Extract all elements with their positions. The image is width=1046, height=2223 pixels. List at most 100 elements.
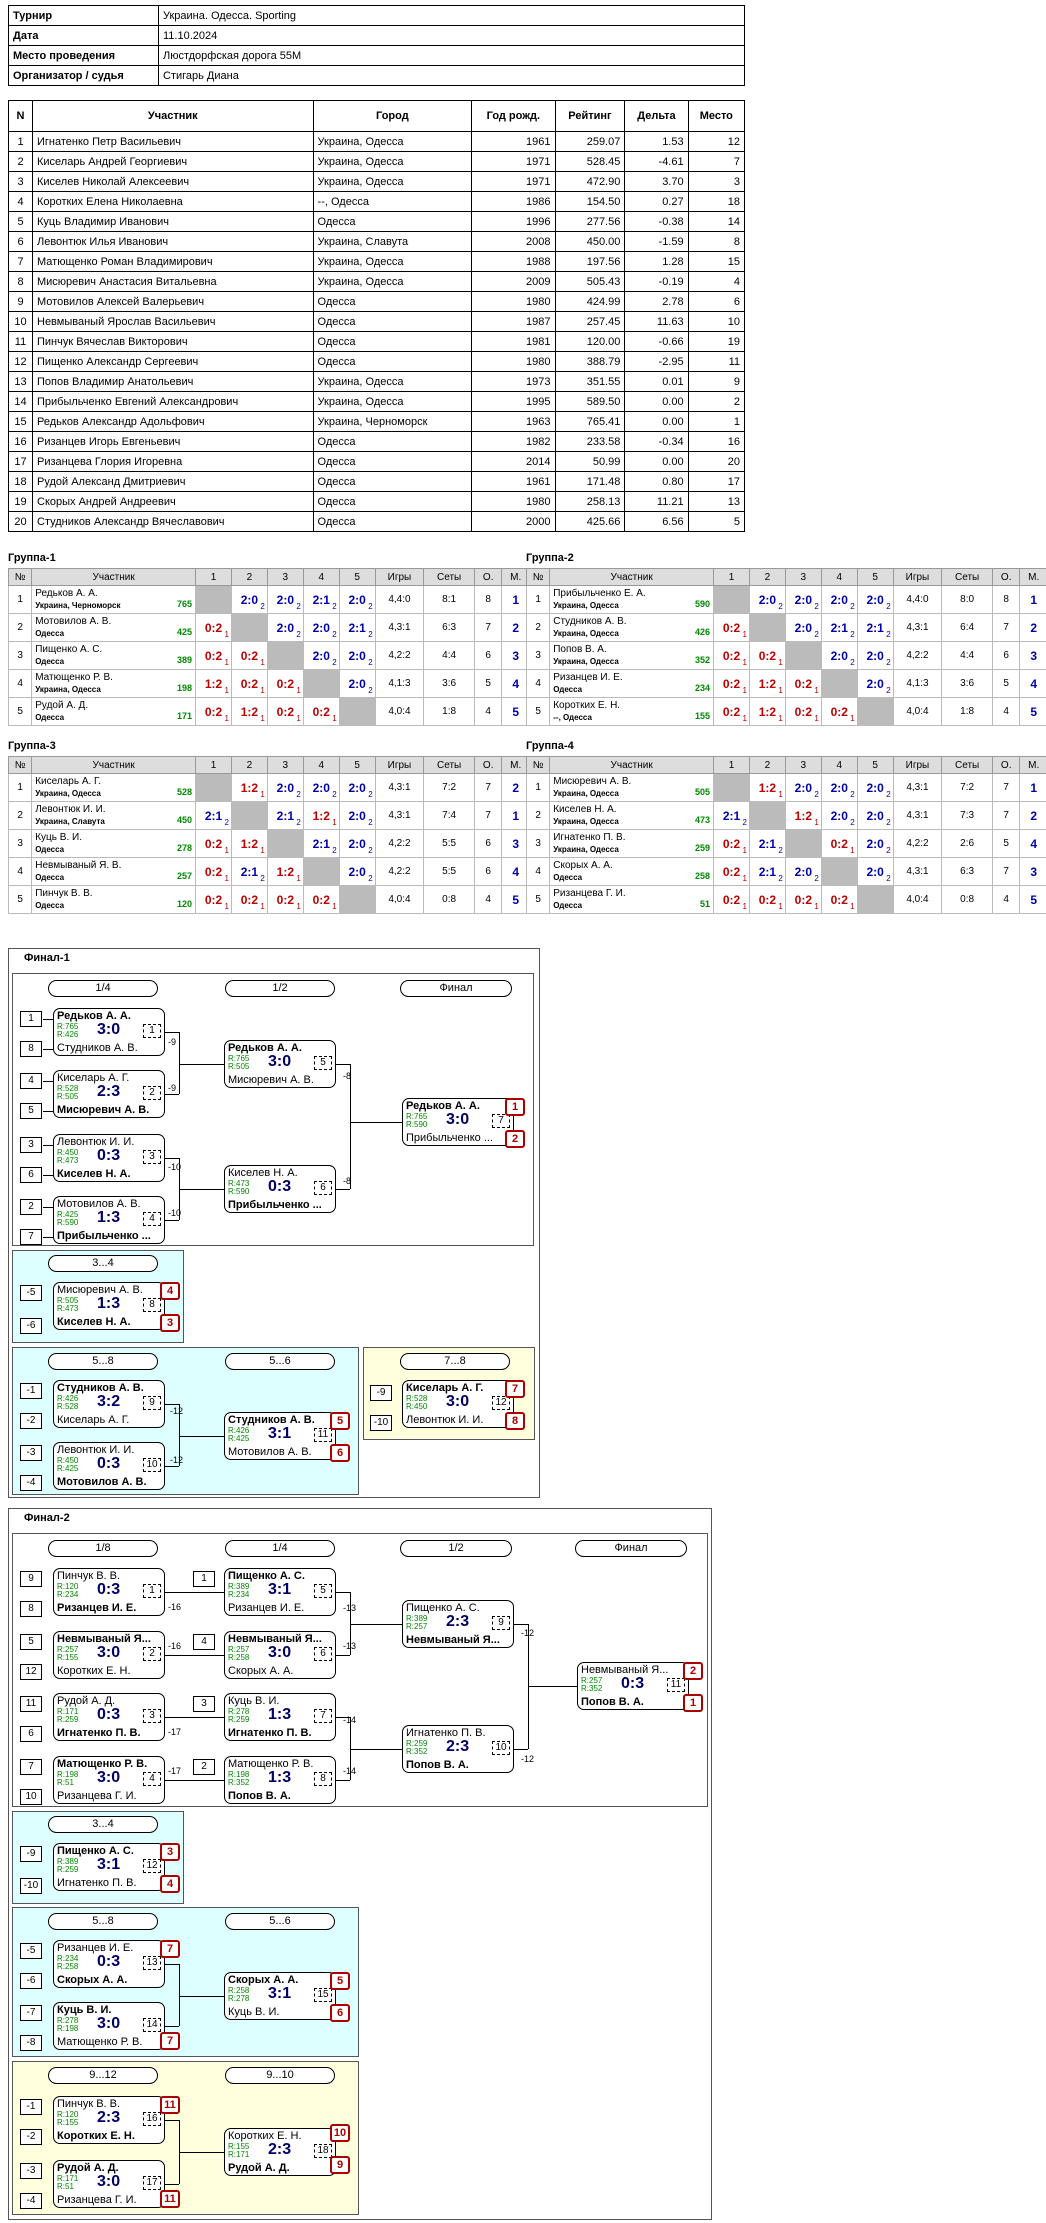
match-number: 7 — [492, 1114, 510, 1128]
player-name: Ризанцев И. Е. — [553, 671, 623, 683]
result-score: 1:2 — [240, 836, 259, 851]
seed-box: 3 — [193, 1696, 215, 1712]
seed-box: 9 — [20, 1571, 42, 1587]
match-player2: Ризанцева Г. И. — [57, 2194, 137, 2206]
group-row-num: 4 — [7, 857, 33, 886]
result-cell: 0:2 1 — [820, 829, 858, 858]
participant-cell: Украина, Одесса — [312, 131, 473, 152]
bracket-line — [336, 1064, 350, 1065]
group-col-header: О. — [473, 568, 503, 586]
group-col-header: Участник — [549, 568, 715, 586]
place-box: 5 — [330, 1972, 350, 1990]
player-rating: 155 — [695, 710, 711, 721]
result-points: 1 — [224, 874, 229, 883]
result-points: 2 — [886, 818, 891, 827]
result-cell: 0:2 1 — [230, 641, 268, 670]
participant-cell: 2008 — [471, 231, 556, 252]
group-points: 7 — [473, 801, 503, 830]
match-rating1: R:198 — [228, 1770, 250, 1779]
match-box: Скорых А. А. R:258 R:278 3:1 15 Куць В. И. — [224, 1972, 336, 2020]
match-player2: Студников А. В. — [57, 1042, 138, 1054]
group-row-num: 2 — [525, 801, 551, 830]
place-box: 4 — [160, 1875, 180, 1893]
result-points: 2 — [332, 658, 337, 667]
group-row-num: 2 — [7, 801, 33, 830]
participant-cell: 472.90 — [554, 171, 626, 192]
place-box: 6 — [330, 1444, 350, 1462]
result-points: 1 — [742, 630, 747, 639]
stage-header: 7...8 — [400, 1353, 510, 1370]
table-row: 6 Левонтюк Илья Иванович Украина, Славута 2… — [8, 231, 746, 252]
group-col-header: 5 — [338, 568, 376, 586]
table-row: 14 Прибыльченко Евгений Александрович Укра… — [8, 391, 746, 412]
group-col-header: Участник — [549, 756, 715, 774]
participant-cell: 425.66 — [554, 511, 626, 532]
bracket-line — [336, 1717, 350, 1718]
participant-cell: 1 — [8, 131, 33, 152]
participant-cell: -0.38 — [624, 211, 689, 232]
match-box: Куць В. И. R:278 R:198 3:0 14 Матющенко Р. В. — [53, 2002, 165, 2050]
participant-cell: 11 — [8, 331, 33, 352]
participant-cell: Одесса — [312, 311, 473, 332]
group-row-num: 1 — [525, 773, 551, 802]
player-city: Одесса 389 — [35, 654, 193, 666]
group-sets: 7:4 — [423, 801, 475, 830]
group-sets: 1:8 — [941, 697, 993, 726]
match-player2: Куць В. И. — [228, 2006, 280, 2018]
bracket-line — [336, 1655, 350, 1656]
self-cell — [338, 885, 376, 914]
seed-box: -4 — [20, 1475, 42, 1491]
group-points: 8 — [473, 585, 503, 614]
loser-link: -16 — [168, 1602, 182, 1612]
participant-cell: 258.13 — [554, 491, 626, 512]
group-table: № Участник 1 2 3 4 5 Игры Сеты О. М. 1 Редьков А. А.… — [7, 568, 530, 726]
place-box: 2 — [683, 1662, 703, 1680]
group-col-header: 2 — [748, 756, 786, 774]
place-box: 7 — [160, 1940, 180, 1958]
table-row: 17 Ризанцева Глория Игоревна Одесса 2014 50.… — [8, 451, 746, 472]
result-score: 0:2 — [722, 864, 741, 879]
seed-box: 10 — [20, 1789, 42, 1805]
participant-cell: Студников Александр Вячеславович — [32, 511, 314, 532]
participant-cell: 351.55 — [554, 371, 626, 392]
result-points: 1 — [742, 874, 747, 883]
group-place: 5 — [501, 885, 530, 914]
result-cell: 0:2 1 — [713, 669, 750, 698]
loser-link: -12 — [521, 1628, 534, 1638]
result-cell: 2:1 2 — [856, 613, 894, 642]
result-score: 0:2 — [204, 648, 223, 663]
participant-cell: 14 — [687, 211, 746, 232]
match-number: 9 — [492, 1616, 510, 1630]
result-score: 2:0 — [866, 648, 884, 663]
player-city: Украина, Черноморск 765 — [35, 598, 193, 610]
result-points: 2 — [368, 874, 373, 883]
group-col-header: Сеты — [423, 756, 475, 774]
group-table: № Участник 1 2 3 4 5 Игры Сеты О. М. 1 Мисюревич А. … — [525, 756, 1046, 914]
result-score: 0:2 — [204, 864, 223, 879]
loser-link: -9 — [168, 1083, 177, 1093]
result-points: 2 — [368, 658, 373, 667]
result-score: 2:0 — [866, 808, 884, 823]
bracket-line — [43, 1207, 53, 1208]
seed-box: 3 — [20, 1137, 42, 1153]
participant-cell: 7 — [687, 151, 746, 172]
self-cell — [784, 829, 822, 858]
result-score: 1:2 — [312, 808, 330, 823]
match-rating1: R:426 — [57, 1394, 79, 1403]
participant-cell: Рудой Александ Дмитриевич — [32, 471, 314, 492]
player-name: Мотовилов А. В. — [35, 615, 112, 627]
player-name: Прибыльченко Е. А. — [553, 587, 646, 599]
match-player2: Ризанцев И. Е. — [228, 1602, 305, 1614]
participant-cell: 16 — [687, 431, 746, 452]
match-box: Коротких Е. Н. R:155 R:171 2:3 18 Рудой А. Д. — [224, 2128, 336, 2176]
result-points: 1 — [260, 714, 265, 723]
result-points: 2 — [886, 846, 891, 855]
bracket-line — [165, 1032, 179, 1033]
match-number: 9 — [143, 1396, 161, 1410]
result-score: 2:0 — [794, 620, 812, 635]
match-player2: Скорых А. А. — [57, 1974, 128, 1986]
match-number: 3 — [143, 1709, 161, 1723]
result-cell: 2:0 2 — [338, 669, 376, 698]
match-box: Невмываный Я... R:257 R:155 3:0 2 Коротких Е.… — [53, 1631, 165, 1679]
participant-cell: 4 — [687, 271, 746, 292]
